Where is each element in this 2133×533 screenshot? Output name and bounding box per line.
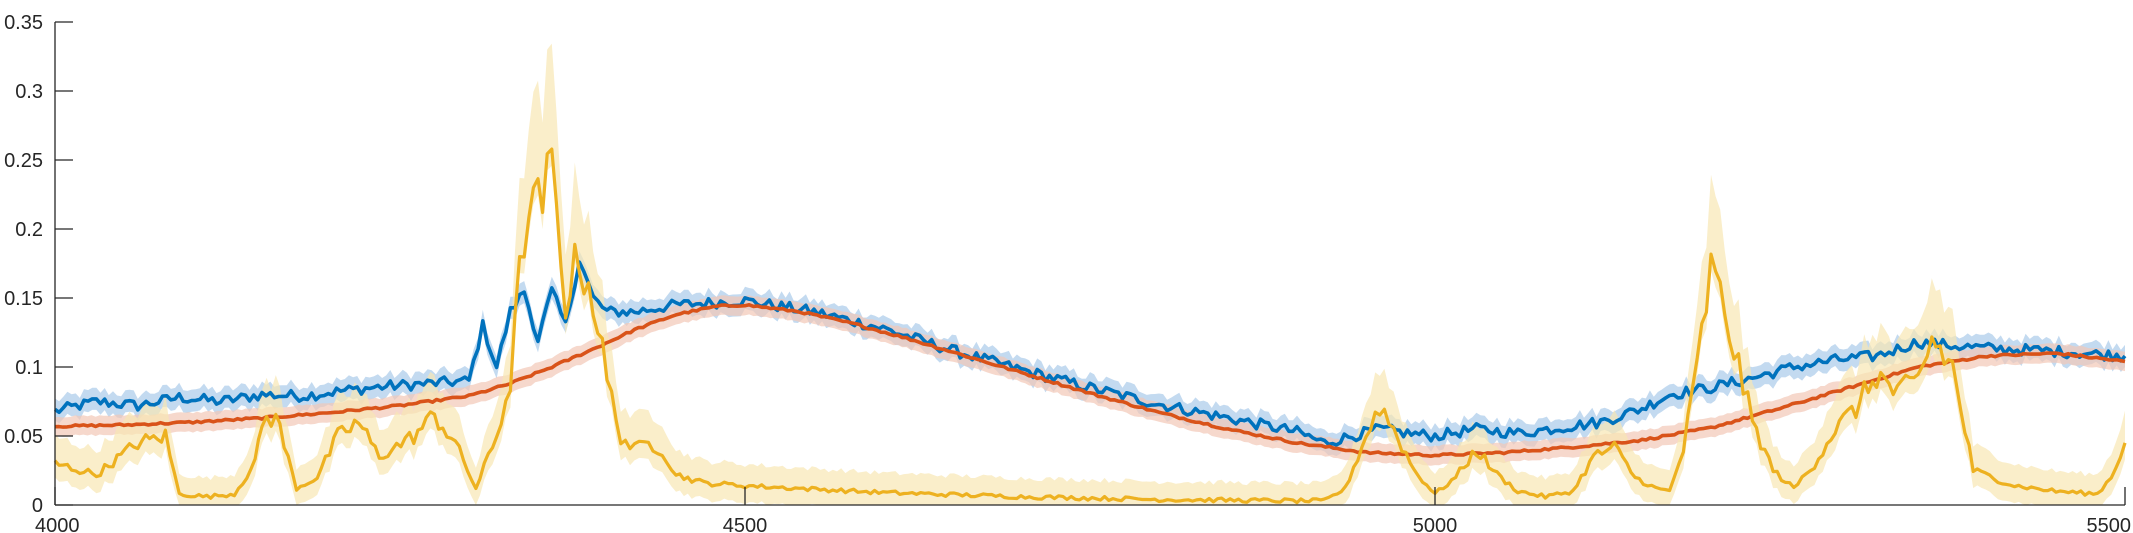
y-tick-label: 0.2 [15, 219, 43, 241]
series-lines [53, 147, 2127, 505]
x-tick-label: 4500 [723, 515, 768, 533]
series-3-line [53, 147, 2127, 505]
series-2-line [54, 302, 2126, 459]
confidence-bands [55, 43, 2125, 505]
y-tick-label: 0 [32, 495, 43, 517]
axes: 0 0.05 0.1 0.15 0.2 0.25 0.3 0.35 4000 4500 5000 55… [4, 12, 2131, 533]
x-tick-label: 5500 [2087, 515, 2132, 533]
y-tick-label: 0.15 [4, 288, 43, 310]
x-tick-label: 4000 [35, 515, 80, 533]
x-tick-label: 5000 [1413, 515, 1458, 533]
y-tick-label: 0.3 [15, 81, 43, 103]
series-1-line [53, 260, 2127, 447]
y-tick-label: 0.05 [4, 426, 43, 448]
y-tick-label: 0.1 [15, 357, 43, 379]
y-tick-label: 0.25 [4, 150, 43, 172]
y-tick-label: 0.35 [4, 12, 43, 34]
series-3-band [55, 43, 2125, 505]
